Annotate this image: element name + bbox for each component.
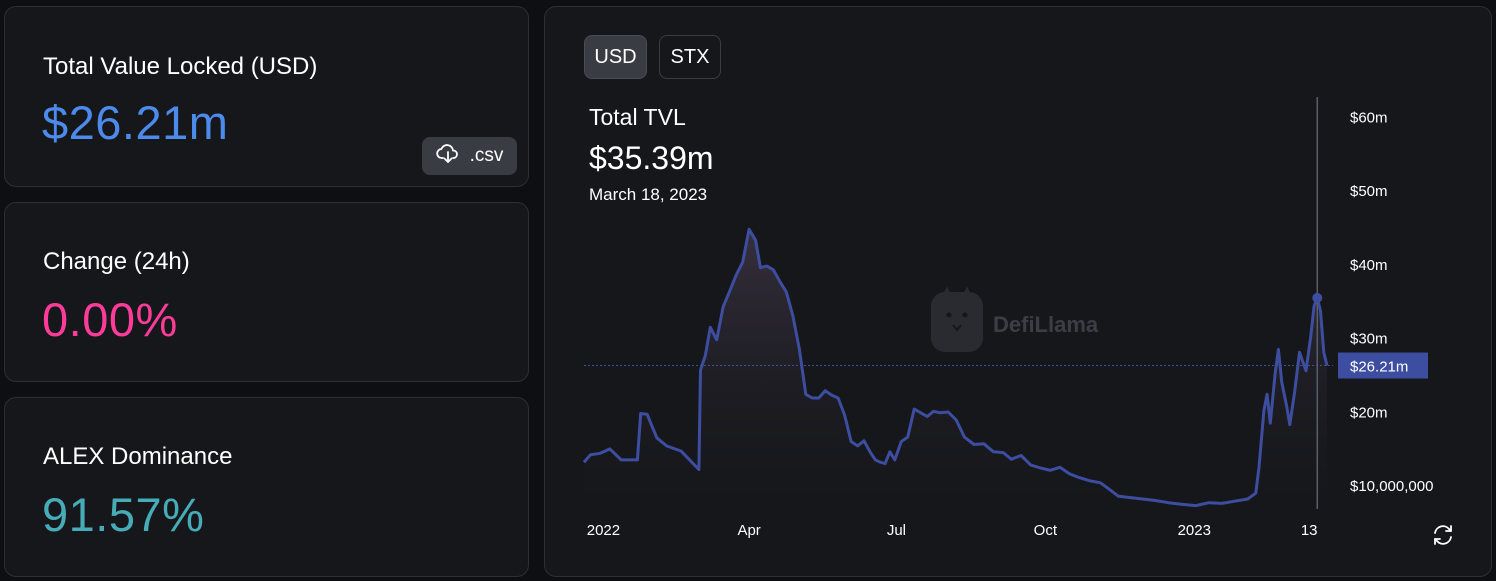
x-tick-label: 2023 bbox=[1178, 522, 1211, 539]
y-tick-label: $50m bbox=[1350, 183, 1388, 200]
y-tick-label: $30m bbox=[1350, 331, 1388, 348]
change-24h-card: Change (24h) 0.00% bbox=[4, 202, 529, 382]
change-label: Change (24h) bbox=[43, 248, 190, 275]
tvl-card: Total Value Locked (USD) $26.21m .csv bbox=[4, 6, 529, 187]
x-tick-label: Oct bbox=[1034, 522, 1058, 539]
tooltip-title: Total TVL bbox=[589, 104, 686, 130]
refresh-icon[interactable] bbox=[1434, 525, 1452, 545]
tvl-value: $26.21m bbox=[42, 96, 229, 149]
usd-toggle-button[interactable]: USD bbox=[584, 35, 647, 79]
tvl-chart-card: USD STX Total TVL $35.39m March 18, 2023… bbox=[544, 6, 1492, 577]
tvl-series-line bbox=[582, 227, 1329, 508]
y-tick-label: $20m bbox=[1350, 404, 1388, 421]
dominance-label: ALEX Dominance bbox=[43, 443, 233, 470]
x-tick-label: Apr bbox=[737, 522, 760, 539]
cloud-download-icon bbox=[435, 142, 460, 170]
stx-toggle-button[interactable]: STX bbox=[659, 35, 721, 79]
dominance-card: ALEX Dominance 91.57% bbox=[4, 397, 529, 577]
llama-logo-icon bbox=[931, 286, 983, 352]
csv-label: .csv bbox=[469, 145, 504, 166]
tooltip-value: $35.39m bbox=[589, 140, 714, 176]
y-tick-label: $60m bbox=[1350, 110, 1388, 127]
current-value-label: $26.21m bbox=[1350, 359, 1408, 376]
tvl-label: Total Value Locked (USD) bbox=[43, 53, 318, 80]
download-csv-button[interactable]: .csv bbox=[422, 137, 517, 175]
current-value-badge: $26.21m bbox=[1338, 352, 1428, 379]
defillama-watermark: DefiLlama bbox=[931, 286, 1099, 352]
x-tick-label: 2022 bbox=[587, 522, 620, 539]
hover-point bbox=[1312, 292, 1323, 303]
change-value: 0.00% bbox=[42, 293, 178, 346]
tvl-area-fill bbox=[584, 229, 1327, 506]
dominance-value: 91.57% bbox=[42, 488, 205, 541]
x-tick-label: 13 bbox=[1301, 522, 1318, 539]
x-tick-label: Jul bbox=[887, 522, 906, 539]
tooltip-date: March 18, 2023 bbox=[589, 185, 708, 204]
tvl-area-chart[interactable]: DefiLlama $60m $50m $40m $30m $20m $10,000,00… bbox=[545, 7, 1491, 576]
y-tick-label: $40m bbox=[1350, 257, 1388, 274]
current-value-badge-bg bbox=[1338, 352, 1428, 379]
y-tick-label: $10,000,000 bbox=[1350, 478, 1433, 495]
watermark-text: DefiLlama bbox=[993, 312, 1099, 337]
